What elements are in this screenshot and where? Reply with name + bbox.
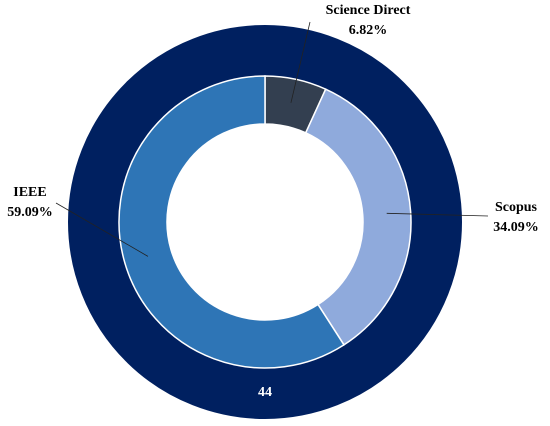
category-label: Science Direct [326, 3, 411, 18]
leader-line [55, 202, 149, 257]
total-label: 44 [258, 385, 272, 400]
outer-ring [68, 25, 462, 419]
donut-segment [304, 88, 412, 346]
value-label: 59.09% [7, 205, 53, 220]
leader-line [386, 212, 489, 217]
value-label: 6.82% [349, 23, 388, 38]
category-label: IEEE [13, 185, 46, 200]
category-label: Scopus [495, 200, 538, 215]
value-label: 34.09% [493, 220, 539, 235]
donut-segment [118, 75, 345, 369]
leader-line [290, 21, 311, 103]
